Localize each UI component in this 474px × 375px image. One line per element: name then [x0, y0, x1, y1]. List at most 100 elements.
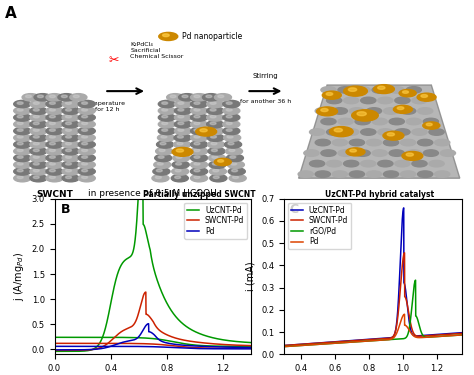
Circle shape — [152, 174, 169, 182]
Circle shape — [232, 169, 237, 172]
Circle shape — [14, 141, 31, 148]
Circle shape — [173, 154, 190, 162]
Circle shape — [211, 142, 217, 145]
SWCNT-Pd — [459, 331, 465, 336]
Circle shape — [157, 134, 174, 141]
Circle shape — [14, 134, 31, 141]
Circle shape — [158, 107, 175, 114]
Circle shape — [154, 161, 171, 168]
Circle shape — [78, 174, 95, 182]
Circle shape — [421, 94, 428, 98]
Circle shape — [207, 114, 224, 121]
Circle shape — [194, 162, 200, 165]
Circle shape — [82, 169, 88, 172]
Circle shape — [33, 162, 39, 165]
Circle shape — [174, 114, 191, 121]
Circle shape — [30, 121, 47, 128]
Circle shape — [33, 102, 39, 104]
Circle shape — [194, 149, 200, 152]
Circle shape — [78, 154, 95, 162]
Circle shape — [207, 107, 224, 114]
Circle shape — [14, 128, 31, 135]
Circle shape — [172, 161, 189, 168]
Circle shape — [172, 168, 189, 175]
Circle shape — [226, 148, 243, 155]
Circle shape — [49, 135, 55, 138]
Circle shape — [406, 150, 421, 156]
Circle shape — [174, 107, 191, 114]
Circle shape — [218, 160, 224, 162]
Circle shape — [366, 171, 382, 177]
Text: Partially unzipped SWCNT: Partially unzipped SWCNT — [143, 190, 255, 200]
rGO/Pd — [454, 333, 460, 338]
Circle shape — [349, 108, 365, 114]
Circle shape — [374, 85, 394, 93]
Circle shape — [344, 160, 359, 167]
Circle shape — [395, 97, 410, 104]
Circle shape — [202, 94, 219, 101]
Circle shape — [435, 140, 450, 146]
Circle shape — [33, 122, 39, 124]
Pd — [142, 325, 148, 329]
Circle shape — [344, 86, 367, 96]
Circle shape — [322, 91, 341, 99]
Circle shape — [228, 168, 245, 175]
Circle shape — [315, 140, 330, 146]
Circle shape — [172, 147, 193, 156]
Circle shape — [14, 114, 31, 121]
Circle shape — [175, 162, 182, 165]
Circle shape — [344, 97, 359, 104]
UzCNT-Pd — [243, 340, 248, 345]
Circle shape — [229, 149, 235, 152]
Circle shape — [33, 142, 39, 145]
Circle shape — [194, 102, 200, 104]
rGO/Pd — [459, 333, 465, 337]
Circle shape — [348, 88, 356, 92]
Circle shape — [321, 118, 336, 125]
Circle shape — [426, 123, 432, 126]
SWCNT-Pd — [207, 341, 212, 346]
Circle shape — [49, 149, 55, 152]
Circle shape — [423, 122, 440, 129]
Circle shape — [62, 141, 79, 148]
Circle shape — [155, 148, 173, 155]
Circle shape — [227, 154, 244, 162]
Circle shape — [210, 174, 227, 182]
Circle shape — [14, 161, 31, 168]
Circle shape — [194, 109, 200, 111]
Circle shape — [46, 174, 63, 182]
Circle shape — [176, 156, 182, 158]
Circle shape — [162, 109, 168, 111]
Circle shape — [228, 161, 245, 168]
Circle shape — [82, 129, 88, 131]
Circle shape — [17, 149, 23, 152]
Circle shape — [357, 112, 366, 116]
Circle shape — [393, 105, 412, 113]
Circle shape — [46, 161, 63, 168]
Circle shape — [338, 87, 353, 93]
Circle shape — [61, 95, 67, 98]
Circle shape — [33, 176, 39, 178]
Circle shape — [223, 121, 240, 128]
Circle shape — [82, 122, 88, 124]
Y-axis label: i (mA): i (mA) — [246, 262, 256, 291]
Circle shape — [310, 129, 325, 135]
Circle shape — [14, 168, 31, 175]
Circle shape — [321, 87, 336, 93]
Circle shape — [78, 100, 95, 108]
Legend: UzCNT-Pd, SWCNT-Pd, Pd: UzCNT-Pd, SWCNT-Pd, Pd — [184, 202, 247, 239]
Circle shape — [30, 114, 47, 121]
Circle shape — [155, 154, 172, 162]
Circle shape — [397, 107, 404, 109]
Circle shape — [82, 142, 88, 145]
UzCNT-Pd — [363, 338, 369, 342]
Circle shape — [49, 95, 55, 98]
Circle shape — [378, 129, 393, 135]
Circle shape — [49, 116, 55, 118]
Circle shape — [226, 116, 232, 118]
Circle shape — [162, 122, 168, 124]
Text: for another 36 h: for another 36 h — [240, 99, 291, 104]
UzCNT-Pd — [368, 337, 374, 342]
Circle shape — [194, 129, 200, 131]
Circle shape — [153, 168, 170, 175]
